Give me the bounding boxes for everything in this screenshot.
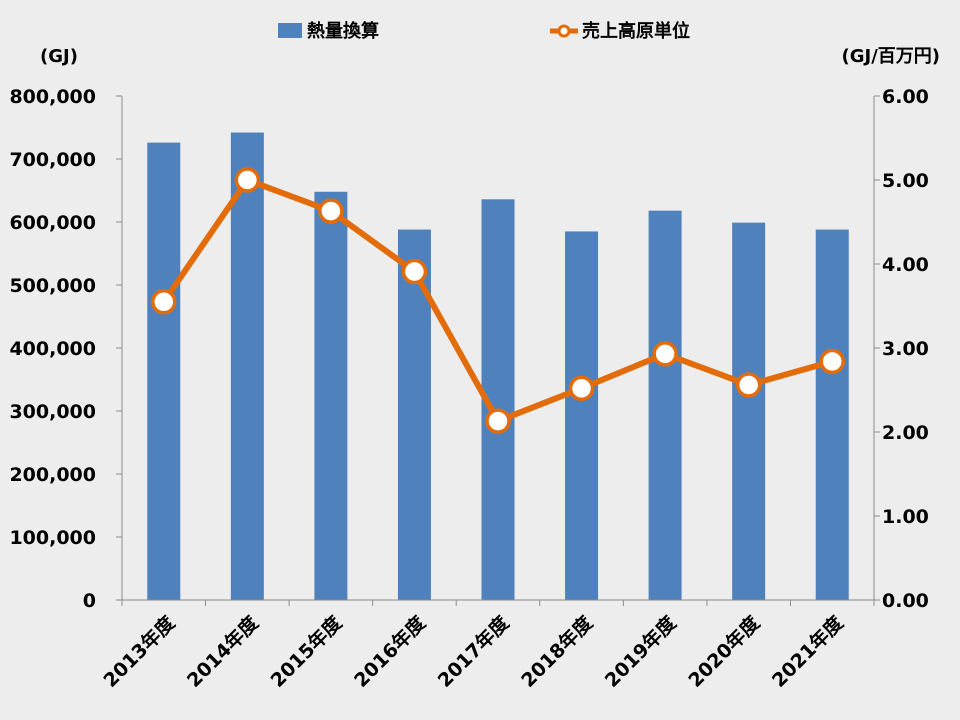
bar: [648, 210, 682, 600]
left-tick-label: 500,000: [9, 275, 96, 297]
right-tick-label: 3.00: [882, 338, 929, 360]
line-point: [151, 289, 177, 315]
line-point: [819, 348, 845, 375]
right-axis-unit: (GJ/百万円): [842, 46, 941, 67]
bar: [230, 132, 264, 601]
left-axis: 0 100,000 200,000 300,000 400,000 500,000 600,…: [9, 86, 123, 612]
right-axis: 0.00 1.00 2.00 3.00 4.00 5.00 6.00: [873, 86, 929, 612]
line-point: [735, 372, 762, 398]
x-tick-label: 2020年度: [684, 611, 765, 692]
x-tick-label: 2015年度: [266, 611, 347, 692]
legend-line-label: 売上高原単位: [582, 20, 690, 42]
left-tick-label: 800,000: [9, 86, 96, 108]
x-axis: 2013年度 2014年度 2015年度 2016年度 2017年度 2018年度 2019…: [99, 599, 875, 692]
x-tick-label: 2016年度: [349, 611, 430, 692]
left-tick-label: 300,000: [9, 401, 96, 423]
left-tick-label: 0: [83, 590, 96, 612]
left-tick-label: 700,000: [9, 149, 96, 171]
legend-line-marker: [557, 24, 571, 38]
line-series: [151, 167, 845, 434]
line-point: [485, 408, 511, 434]
line-point: [234, 167, 261, 193]
right-tick-label: 6.00: [882, 86, 929, 108]
line-point: [652, 341, 678, 367]
bar-series: [147, 132, 849, 601]
line-point: [401, 258, 428, 285]
x-tick-label: 2013年度: [99, 611, 180, 692]
left-tick-label: 600,000: [9, 212, 96, 234]
x-tick-label: 2014年度: [182, 611, 263, 692]
line-point: [568, 375, 595, 402]
x-tick-label: 2017年度: [433, 611, 514, 692]
bar: [815, 229, 849, 600]
x-tick-label: 2019年度: [600, 611, 681, 692]
legend-bar-swatch: [278, 23, 302, 38]
right-tick-label: 1.00: [882, 506, 929, 528]
x-tick-label: 2021年度: [767, 611, 848, 692]
legend-bar-label: 熱量換算: [307, 20, 379, 42]
legend: 熱量換算 売上高原単位: [278, 20, 690, 42]
line-point: [318, 198, 344, 224]
left-tick-label: 400,000: [9, 338, 96, 360]
left-tick-label: 100,000: [9, 527, 96, 549]
right-tick-label: 5.00: [882, 170, 929, 192]
bar: [397, 229, 431, 600]
right-tick-label: 2.00: [882, 422, 929, 444]
left-tick-label: 200,000: [9, 464, 96, 486]
bar: [732, 222, 766, 600]
left-axis-unit: (GJ): [40, 46, 78, 67]
bar: [147, 142, 181, 600]
x-tick-label: 2018年度: [517, 611, 598, 692]
right-tick-label: 0.00: [882, 590, 929, 612]
right-tick-label: 4.00: [882, 254, 929, 276]
bar: [314, 191, 348, 600]
bar: [565, 231, 599, 600]
